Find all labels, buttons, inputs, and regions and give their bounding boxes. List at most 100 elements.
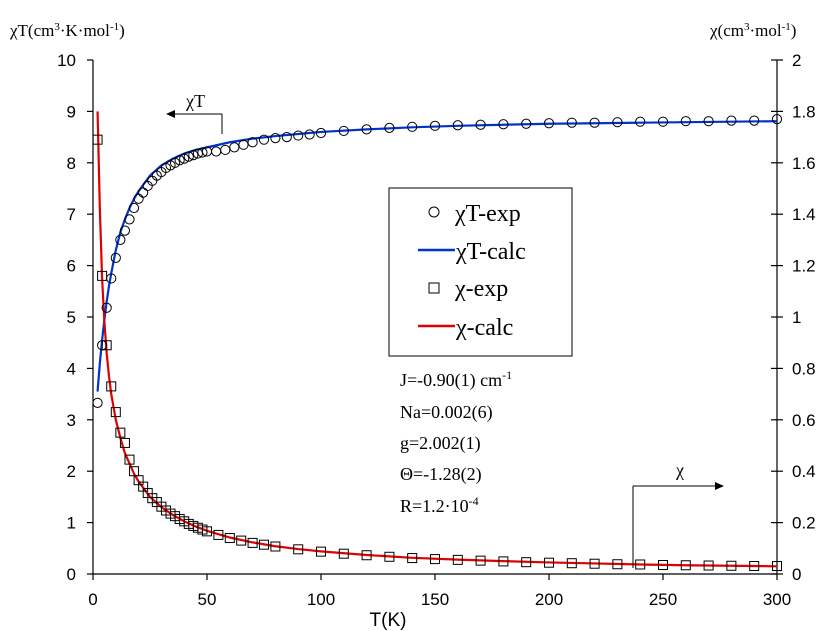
legend-label-chi-calc: χ-calc — [455, 315, 513, 341]
point-chi-exp — [293, 544, 304, 555]
x-tick-label: 50 — [198, 590, 217, 609]
point-chi-exp — [259, 539, 269, 550]
point-chi-exp — [680, 560, 691, 571]
point-chi-exp — [115, 427, 126, 438]
point-chiT-exp — [133, 193, 144, 204]
legend: χT-exp χT-calc χ-exp χ-calc — [388, 187, 573, 357]
ticks-layer: 0 50 100 150 200 250 30001234567891000.20.40.6… — [57, 51, 816, 609]
point-chi-exp — [224, 533, 235, 544]
point-chiT-exp — [179, 153, 190, 164]
point-chi-exp — [589, 558, 600, 569]
y-left-axis-title: χT(cm3·K·mol-1) — [9, 21, 125, 40]
point-chiT-exp — [174, 155, 185, 166]
point-chiT-exp — [119, 225, 131, 236]
y-left-tick-label: 2 — [67, 462, 76, 481]
point-chiT-exp — [771, 114, 783, 125]
y-right-tick-label: 1 — [792, 308, 801, 327]
point-chi-exp — [361, 550, 372, 561]
point-chi-exp — [247, 537, 258, 548]
chi-arrow-label: χ — [675, 460, 684, 480]
point-chiT-exp — [128, 202, 140, 214]
point-chiT-exp — [726, 115, 737, 126]
point-chiT-exp — [258, 134, 270, 145]
point-chiT-exp — [238, 139, 249, 150]
y-right-tick-label: 0.6 — [792, 411, 816, 430]
series-layer — [92, 111, 783, 572]
x-tick-label: 200 — [535, 590, 563, 609]
point-chi-exp — [749, 561, 760, 572]
point-chiT-exp — [197, 147, 208, 158]
legend-label-chiT-calc: χT-calc — [455, 239, 526, 265]
point-chiT-exp — [384, 122, 395, 133]
point-chiT-exp — [589, 117, 600, 128]
point-chi-exp — [772, 561, 782, 572]
point-chi-exp — [270, 541, 281, 552]
param-theta: Θ=-1.28(2) — [400, 464, 482, 485]
fit-parameters: J=-0.90(1) cm-1 Na=0.002(6) g=2.002(1) Θ… — [400, 368, 512, 516]
point-chi-exp — [544, 557, 554, 568]
point-chiT-exp — [566, 117, 577, 128]
point-chi-exp — [521, 557, 532, 568]
legend-marker-chiT-exp — [428, 206, 440, 218]
x-axis-title: T(K) — [370, 610, 407, 631]
y-right-tick-label: 2 — [792, 51, 801, 70]
point-chiT-exp — [188, 149, 199, 161]
series-line-chi-calc — [96, 111, 778, 568]
point-chiT-exp — [281, 132, 292, 143]
y-right-tick-label: 1.8 — [792, 102, 816, 121]
point-chi-exp — [213, 529, 224, 540]
y-left-tick-label: 7 — [67, 205, 76, 224]
legend-label-chi-exp: χ-exp — [454, 276, 508, 302]
y-left-tick-label: 4 — [67, 359, 76, 378]
point-chi-exp — [658, 560, 668, 571]
point-chi-exp — [338, 548, 349, 559]
point-chiT-exp — [543, 118, 555, 129]
point-chi-exp — [97, 270, 108, 281]
point-chiT-exp — [498, 119, 509, 130]
point-chi-exp — [110, 407, 121, 418]
point-chi-exp — [703, 560, 714, 571]
point-chiT-exp — [635, 116, 646, 127]
y-left-tick-label: 9 — [67, 102, 76, 121]
y-right-tick-label: 1.6 — [792, 154, 816, 173]
chiT-arrow-label: χT — [185, 91, 205, 111]
legend-marker-chi-exp — [428, 282, 440, 294]
point-chi-exp — [202, 526, 212, 537]
point-chiT-exp — [183, 151, 194, 162]
point-chi-exp — [316, 546, 326, 557]
point-chi-exp — [452, 554, 463, 565]
point-chi-exp — [92, 134, 103, 145]
point-chi-exp — [726, 560, 737, 571]
y-left-tick-label: 5 — [67, 308, 76, 327]
point-chiT-exp — [304, 129, 315, 140]
param-na: Na=0.002(6) — [400, 402, 493, 423]
x-tick-label: 0 — [88, 590, 97, 609]
legend-label-chiT-exp: χT-exp — [454, 201, 521, 227]
y-right-tick-label: 1.4 — [792, 205, 816, 224]
point-chiT-exp — [293, 130, 304, 141]
y-right-tick-label: 0 — [792, 565, 801, 584]
point-chiT-exp — [657, 116, 669, 127]
y-left-tick-label: 1 — [67, 514, 76, 533]
point-chi-exp — [119, 437, 130, 448]
x-tick-label: 300 — [763, 590, 791, 609]
y-left-tick-label: 3 — [67, 411, 76, 430]
point-chi-exp — [384, 551, 395, 562]
y-right-tick-label: 0.4 — [792, 462, 816, 481]
point-chiT-exp — [475, 119, 486, 130]
point-chiT-exp — [92, 397, 103, 408]
point-chiT-exp — [361, 124, 372, 135]
y-right-axis-title: χ(cm3·mol-1) — [709, 21, 796, 40]
x-tick-label: 150 — [421, 590, 449, 609]
point-chi-exp — [612, 559, 623, 570]
point-chiT-exp — [124, 214, 135, 225]
param-j: J=-0.90(1) cm-1 — [400, 368, 512, 391]
point-chi-exp — [407, 553, 418, 564]
point-chiT-exp — [703, 116, 714, 127]
point-chi-exp — [566, 558, 577, 569]
y-left-tick-label: 0 — [67, 565, 76, 584]
point-chiT-exp — [429, 120, 441, 131]
y-left-tick-label: 10 — [57, 51, 76, 70]
param-r: R=1.2·10-4 — [400, 494, 479, 516]
